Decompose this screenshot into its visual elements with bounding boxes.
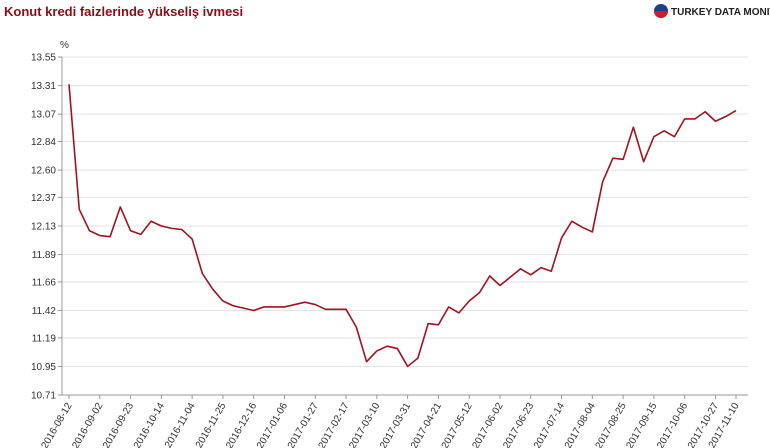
y-tick-label: 10.71 xyxy=(31,391,56,402)
x-tick-label: 2017-03-31 xyxy=(378,401,413,448)
y-tick-label: 13.31 xyxy=(31,81,56,92)
x-tick-label: 2017-10-06 xyxy=(655,401,690,448)
y-tick-label: 12.13 xyxy=(31,222,56,233)
logo: TURKEY DATA MONITOR xyxy=(654,4,770,18)
y-tick-label: 11.66 xyxy=(32,277,57,288)
y-tick-label: 12.84 xyxy=(31,137,56,148)
x-tick-label: 2016-10-14 xyxy=(132,401,167,448)
x-tick-label: 2017-08-04 xyxy=(563,401,598,448)
y-tick-label: 13.55 xyxy=(31,53,56,64)
y-tick-label: 10.95 xyxy=(31,362,56,373)
y-tick-label: 11.89 xyxy=(32,250,57,261)
x-tick-label: 2016-09-02 xyxy=(70,401,105,448)
x-tick-label: 2017-01-06 xyxy=(255,401,290,448)
x-tick-label: 2016-11-25 xyxy=(194,401,229,448)
logo-icon-half xyxy=(654,11,668,18)
x-tick-label: 2017-09-15 xyxy=(624,401,659,448)
y-unit-label: % xyxy=(60,40,69,51)
y-tick-label: 11.42 xyxy=(32,306,57,317)
x-tick-label: 2017-02-17 xyxy=(317,401,352,448)
series-line xyxy=(68,84,737,368)
x-tick-label: 2016-09-23 xyxy=(101,401,136,448)
y-tick-label: 13.07 xyxy=(31,110,56,121)
y-tick-label: 12.60 xyxy=(31,166,56,177)
x-tick-label: 2017-07-14 xyxy=(532,401,567,448)
logo-text: TURKEY DATA MONITOR xyxy=(671,7,770,18)
y-tick-label: 11.19 xyxy=(32,333,57,344)
x-tick-label: 2017-01-27 xyxy=(286,401,321,448)
x-tick-label: 2016-11-04 xyxy=(163,401,198,448)
x-tick-label: 2017-06-02 xyxy=(470,401,505,448)
x-tick-label: 2017-08-25 xyxy=(594,401,629,448)
x-tick-label: 2016-08-12 xyxy=(39,401,74,448)
x-tick-label: 2017-06-23 xyxy=(501,401,536,448)
x-tick-label: 2017-05-12 xyxy=(440,401,475,448)
x-tick-label: 2016-12-16 xyxy=(224,401,259,448)
x-tick-label: 2017-03-10 xyxy=(347,401,382,448)
y-tick-label: 12.37 xyxy=(31,193,56,204)
chart-title: Konut kredi faizlerinde yükseliş ivmesi xyxy=(4,4,243,19)
x-tick-label: 2017-04-21 xyxy=(409,401,444,448)
